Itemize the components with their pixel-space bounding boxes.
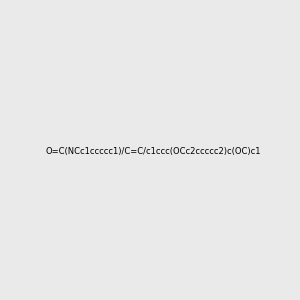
Text: O=C(NCc1ccccc1)/C=C/c1ccc(OCc2ccccc2)c(OC)c1: O=C(NCc1ccccc1)/C=C/c1ccc(OCc2ccccc2)c(O…	[46, 147, 262, 156]
